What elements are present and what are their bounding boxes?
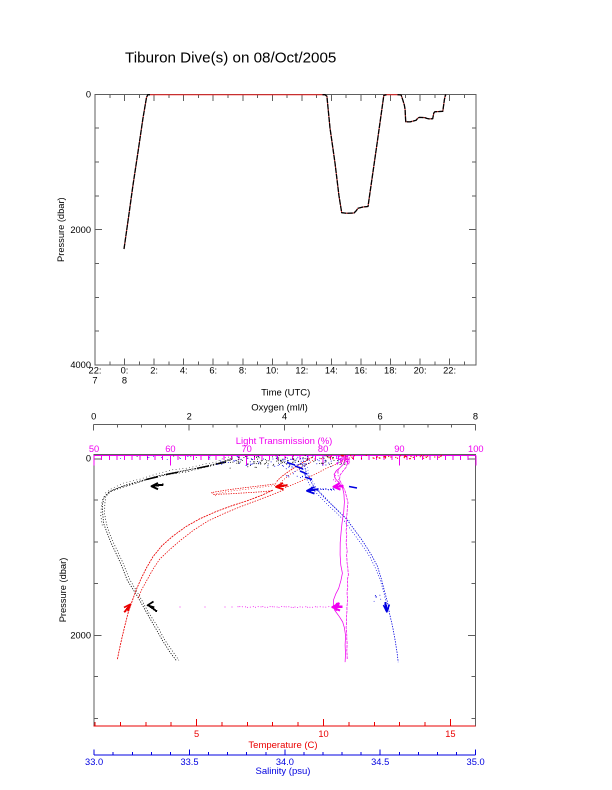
svg-text:2000: 2000 bbox=[70, 225, 91, 235]
svg-text:Pressure (dbar): Pressure (dbar) bbox=[58, 558, 68, 623]
svg-text:Temperature (C): Temperature (C) bbox=[248, 740, 317, 751]
svg-text:5: 5 bbox=[194, 729, 199, 739]
svg-text:50: 50 bbox=[89, 444, 99, 454]
svg-text:33.5: 33.5 bbox=[180, 757, 198, 767]
svg-text:60: 60 bbox=[165, 444, 175, 454]
svg-text:18:: 18: bbox=[384, 365, 397, 375]
svg-text:20:: 20: bbox=[414, 365, 427, 375]
svg-text:0: 0 bbox=[86, 90, 91, 100]
svg-text:10:: 10: bbox=[266, 365, 279, 375]
svg-text:7: 7 bbox=[92, 375, 97, 385]
svg-text:35.0: 35.0 bbox=[467, 757, 485, 767]
svg-text:2: 2 bbox=[187, 412, 192, 422]
svg-text:Oxygen (ml/l): Oxygen (ml/l) bbox=[251, 403, 307, 414]
svg-text:Salinity (psu): Salinity (psu) bbox=[256, 766, 311, 777]
svg-text:Light Transmission (%): Light Transmission (%) bbox=[236, 436, 333, 447]
svg-text:16:: 16: bbox=[354, 365, 367, 375]
svg-text:Tiburon Dive(s) on 08/Oct/2005: Tiburon Dive(s) on 08/Oct/2005 bbox=[125, 50, 336, 67]
svg-text:6: 6 bbox=[378, 412, 383, 422]
svg-text:0: 0 bbox=[91, 412, 96, 422]
svg-text:0: 0 bbox=[86, 454, 91, 464]
svg-text:12:: 12: bbox=[295, 365, 308, 375]
svg-text:2000: 2000 bbox=[70, 631, 91, 641]
svg-text:10: 10 bbox=[318, 729, 328, 739]
svg-text:8:: 8: bbox=[239, 365, 247, 375]
svg-text:2:: 2: bbox=[150, 365, 158, 375]
svg-text:100: 100 bbox=[468, 444, 484, 454]
svg-text:14:: 14: bbox=[325, 365, 338, 375]
svg-text:34.5: 34.5 bbox=[371, 757, 389, 767]
svg-text:Time (UTC): Time (UTC) bbox=[261, 387, 310, 398]
svg-text:8: 8 bbox=[122, 375, 127, 385]
svg-text:Pressure (dbar): Pressure (dbar) bbox=[56, 197, 66, 262]
svg-text:33.0: 33.0 bbox=[85, 757, 103, 767]
svg-text:6:: 6: bbox=[209, 365, 217, 375]
svg-text:8: 8 bbox=[473, 412, 478, 422]
svg-text:90: 90 bbox=[394, 444, 404, 454]
svg-text:15: 15 bbox=[445, 729, 455, 739]
svg-text:22:: 22: bbox=[443, 365, 456, 375]
svg-text:4:: 4: bbox=[180, 365, 188, 375]
svg-text:0:: 0: bbox=[121, 365, 129, 375]
svg-text:22:: 22: bbox=[89, 365, 102, 375]
